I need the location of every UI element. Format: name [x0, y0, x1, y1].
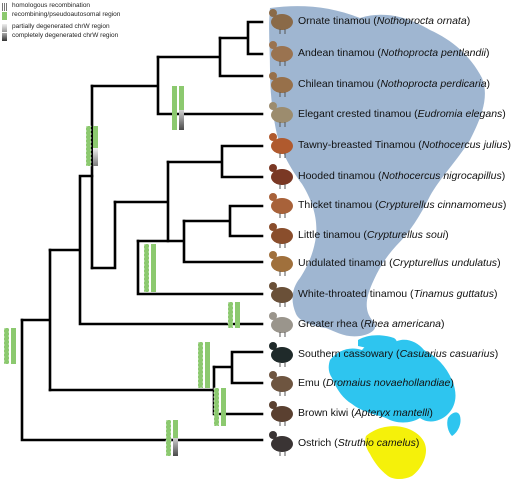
new-zealand-map: [447, 412, 461, 436]
taxon-label: Emu (Dromaius novaehollandiae): [298, 377, 454, 389]
recombination-icon: [2, 2, 7, 11]
taxon-label: Greater rhea (Rhea americana): [298, 318, 445, 330]
bird-icon: [269, 102, 293, 127]
bird-icon: [269, 193, 293, 218]
phylogenetic-tree: [20, 20, 264, 442]
taxon-label: Tawny-breasted Tinamou (Nothocercus juli…: [298, 139, 512, 151]
taxon-label: Southern cassowary (Casuarius casuarius): [298, 348, 499, 360]
bird-illustrations: [269, 9, 293, 456]
taxon-label: Chilean tinamou (Nothoprocta perdicaria): [298, 78, 491, 90]
bird-icon: [269, 401, 293, 426]
chrw-chromosome-icons: [3, 86, 240, 457]
bird-icon: [269, 72, 293, 97]
papua-map: [358, 335, 397, 349]
map-continents: [269, 6, 485, 479]
bird-icon: [269, 431, 293, 456]
legend-item-recombination: homologous recombination: [2, 2, 120, 11]
bird-icon: [269, 223, 293, 248]
taxon-label: Andean tinamou (Nothoprocta pentlandii): [298, 47, 490, 59]
bird-icon: [269, 312, 293, 337]
bird-icon: [269, 164, 293, 189]
taxon-label: Ornate tinamou (Nothoprocta ornata): [298, 15, 471, 27]
legend-item-partial: partially degenerated chrW region: [2, 23, 120, 32]
south-america-map: [269, 6, 485, 337]
legend-label: homologous recombination: [12, 2, 91, 10]
legend-item-pseudoautosomal: recombining/pseudoautosomal region: [2, 11, 120, 20]
legend: homologous recombination recombining/pse…: [2, 2, 120, 41]
taxon-label: Brown kiwi (Apteryx mantelli): [298, 407, 433, 419]
dark-gradient-swatch-icon: [2, 32, 7, 41]
bird-icon: [269, 41, 293, 66]
bird-icon: [269, 133, 293, 158]
taxon-label: Thicket tinamou (Crypturellus cinnamomeu…: [298, 199, 507, 211]
taxon-label: Little tinamou (Crypturellus soui): [298, 229, 449, 241]
taxon-label: Elegant crested tinamou (Eudromia elegan…: [298, 108, 506, 120]
bird-icon: [269, 9, 293, 34]
taxon-label: Ostrich (Struthio camelus): [298, 437, 420, 449]
taxon-label: Undulated tinamou (Crypturellus undulatu…: [298, 257, 501, 269]
bird-icon: [269, 282, 293, 307]
taxon-label: Hooded tinamou (Nothocercus nigrocapillu…: [298, 170, 506, 182]
bird-icon: [269, 342, 293, 367]
australia-map: [328, 339, 456, 423]
taxon-label: White-throated tinamou (Tinamus guttatus…: [298, 288, 498, 300]
legend-label: partially degenerated chrW region: [12, 23, 110, 31]
gradient-swatch-icon: [2, 23, 7, 32]
green-swatch-icon: [2, 11, 7, 20]
legend-label: recombining/pseudoautosomal region: [12, 11, 121, 19]
legend-item-complete: completely degenerated chrW region: [2, 32, 120, 41]
bird-icon: [269, 371, 293, 396]
bird-icon: [269, 251, 293, 276]
legend-label: completely degenerated chrW region: [12, 32, 119, 40]
africa-map: [365, 426, 426, 479]
